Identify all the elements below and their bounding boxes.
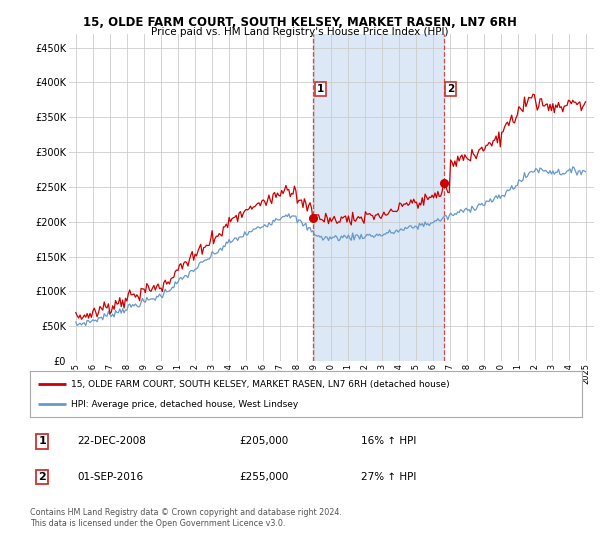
Text: 27% ↑ HPI: 27% ↑ HPI <box>361 472 416 482</box>
Text: HPI: Average price, detached house, West Lindsey: HPI: Average price, detached house, West… <box>71 400 299 409</box>
Text: 22-DEC-2008: 22-DEC-2008 <box>77 436 146 446</box>
Text: 2: 2 <box>448 85 455 95</box>
Text: Price paid vs. HM Land Registry's House Price Index (HPI): Price paid vs. HM Land Registry's House … <box>151 27 449 37</box>
Bar <box>313 34 444 361</box>
Text: 16% ↑ HPI: 16% ↑ HPI <box>361 436 416 446</box>
Text: £205,000: £205,000 <box>240 436 289 446</box>
Text: 15, OLDE FARM COURT, SOUTH KELSEY, MARKET RASEN, LN7 6RH (detached house): 15, OLDE FARM COURT, SOUTH KELSEY, MARKE… <box>71 380 450 389</box>
Text: 01-SEP-2016: 01-SEP-2016 <box>77 472 143 482</box>
Text: 2: 2 <box>38 472 46 482</box>
Text: £255,000: £255,000 <box>240 472 289 482</box>
Text: 1: 1 <box>38 436 46 446</box>
Text: 1: 1 <box>317 85 324 95</box>
Text: Contains HM Land Registry data © Crown copyright and database right 2024.
This d: Contains HM Land Registry data © Crown c… <box>30 508 342 528</box>
Text: 15, OLDE FARM COURT, SOUTH KELSEY, MARKET RASEN, LN7 6RH: 15, OLDE FARM COURT, SOUTH KELSEY, MARKE… <box>83 16 517 29</box>
